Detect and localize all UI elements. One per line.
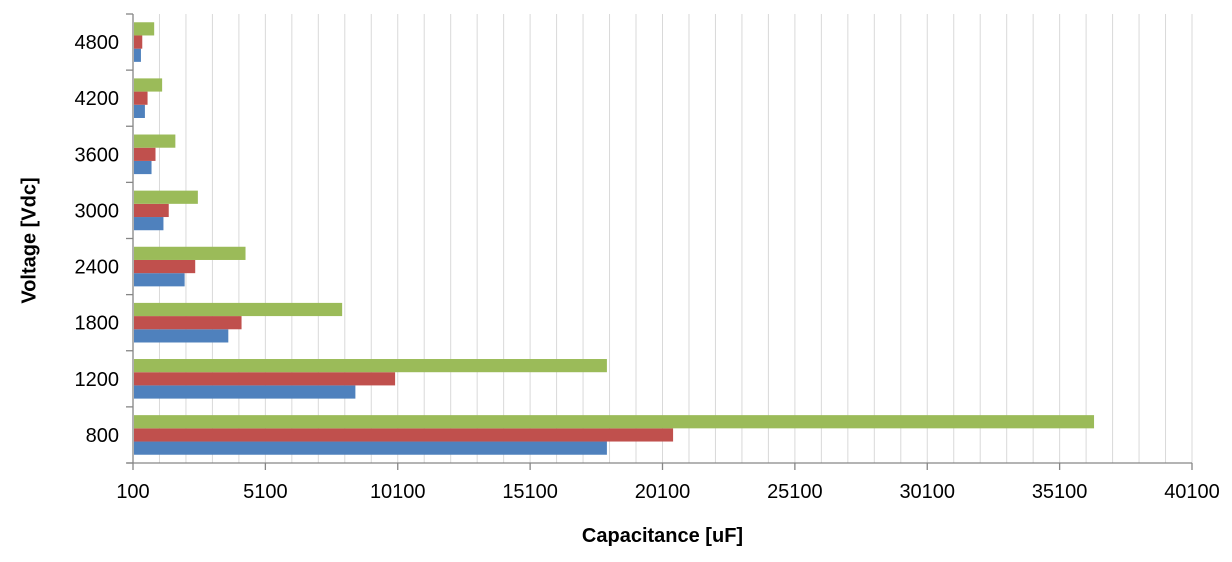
vertical-gridlines [158,14,1193,463]
bar [134,359,607,373]
x-tick-label: 10100 [370,481,426,503]
bar [134,160,152,175]
bar [134,217,164,231]
x-tick-label: 15100 [502,481,558,503]
bar [134,147,156,161]
y-tick-labels: 800 1200 1800 2400 3000 3600 4200 4800 [75,32,120,447]
bar [134,372,396,386]
x-tick-label: 35100 [1032,481,1088,503]
bar [134,91,148,105]
bar [134,190,198,204]
bar [134,246,246,260]
bar [134,48,141,62]
y-axis-title: Voltage [Vdc] [18,177,40,303]
y-tick-label: 4800 [75,32,120,54]
bar [134,134,176,148]
bar [134,302,343,317]
y-tick-label: 800 [86,425,119,447]
bar-series [134,22,1095,455]
y-tick-label: 2400 [75,257,120,279]
y-tick-label: 3000 [75,200,120,222]
bar [134,316,242,330]
y-tick-label: 1200 [75,369,120,391]
x-tick-label: 20100 [635,481,691,503]
axes [126,13,1193,470]
bar [134,78,163,92]
bar [134,203,169,218]
bar [134,428,674,442]
bar [134,259,196,274]
bar [134,22,155,36]
x-axis-title: Capacitance [uF] [582,525,743,547]
bar [134,329,229,343]
y-tick-label: 3600 [75,144,120,166]
x-tick-label: 100 [116,481,149,503]
bar [134,415,1095,429]
x-tick-label: 40100 [1164,481,1220,503]
bar [134,441,607,455]
x-tick-label: 5100 [243,481,288,503]
bar [134,104,145,118]
bar [134,35,143,49]
bar [134,385,356,399]
bar [134,273,185,287]
x-tick-labels: 100 5100 10100 15100 20100 25100 30100 35100 401… [116,481,1220,503]
y-tick-label: 4200 [75,88,120,110]
y-tick-label: 1800 [75,313,120,335]
x-tick-label: 25100 [767,481,823,503]
x-tick-label: 30100 [899,481,955,503]
